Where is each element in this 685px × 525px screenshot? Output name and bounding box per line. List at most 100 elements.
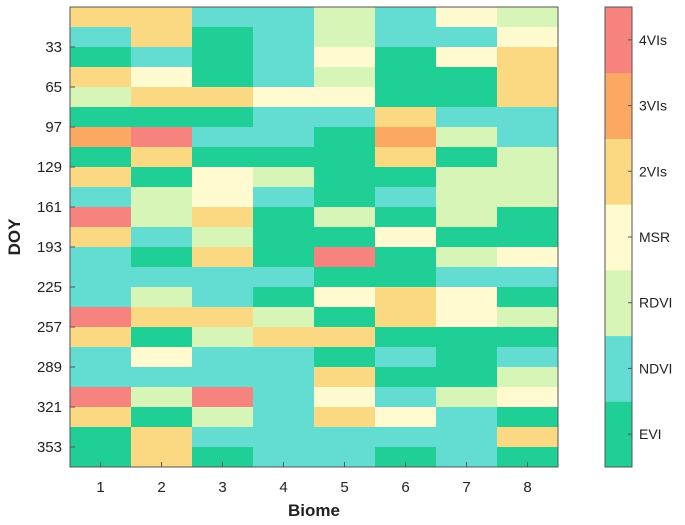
heatmap-cell [314, 207, 376, 228]
heatmap-cell [131, 287, 193, 308]
heatmap-cell [192, 187, 254, 208]
heatmap-cell [497, 127, 559, 148]
heatmap-cell [497, 387, 559, 408]
heatmap-cell [192, 147, 254, 168]
heatmap-cell [192, 367, 254, 388]
heatmap-cell [131, 427, 193, 448]
heatmap-cell [70, 247, 132, 268]
heatmap-cell [375, 27, 437, 48]
heatmap-cell [70, 47, 132, 68]
heatmap-cell [436, 207, 498, 228]
heatmap-cell [253, 447, 315, 468]
y-tick-label: 161 [37, 199, 62, 216]
heatmap-cell [436, 227, 498, 248]
heatmap-cell [375, 147, 437, 168]
heatmap-cell [436, 347, 498, 368]
y-tick-label: 225 [37, 279, 62, 296]
colorbar-swatch [605, 335, 632, 402]
y-ticks: 33 65 97 129 161 193 225 257 289 321 353 [37, 39, 75, 456]
heatmap-cell [70, 187, 132, 208]
heatmap-cell [253, 147, 315, 168]
colorbar-label: NDVI [639, 360, 672, 376]
heatmap-cell [375, 427, 437, 448]
heatmap-cell [192, 407, 254, 428]
heatmap-cell [253, 247, 315, 268]
y-tick-label: 65 [45, 79, 62, 96]
y-tick-label: 257 [37, 319, 62, 336]
heatmap-cell [192, 427, 254, 448]
heatmap-cell [70, 67, 132, 88]
heatmap-cell [436, 407, 498, 428]
heatmap-cell [192, 27, 254, 48]
heatmap-cell [375, 267, 437, 288]
y-tick-label: 193 [37, 239, 62, 256]
heatmap-cell [70, 167, 132, 188]
heatmap-cell [497, 347, 559, 368]
heatmap-cell [497, 287, 559, 308]
heatmap-cell [497, 7, 559, 28]
heatmap-cell [70, 147, 132, 168]
heatmap-cell [314, 447, 376, 468]
heatmap-cell [192, 87, 254, 108]
heatmap-cell [131, 447, 193, 468]
heatmap-cell [70, 7, 132, 28]
heatmap-cell [70, 87, 132, 108]
heatmap-cell [497, 267, 559, 288]
heatmap-cell [192, 227, 254, 248]
heatmap-cell [253, 87, 315, 108]
y-tick-label: 129 [37, 159, 62, 176]
heatmap-cell [253, 307, 315, 328]
heatmap-cell [314, 427, 376, 448]
heatmap-cell [497, 207, 559, 228]
y-tick-label: 353 [37, 439, 62, 456]
heatmap-cell [375, 127, 437, 148]
heatmap-cell [131, 247, 193, 268]
heatmap-cell [497, 67, 559, 88]
heatmap-cell [253, 387, 315, 408]
heatmap-cell [253, 347, 315, 368]
colorbar-swatch [605, 401, 632, 468]
heatmap-cell [131, 7, 193, 28]
heatmap-cell [375, 307, 437, 328]
heatmap-cell [131, 67, 193, 88]
heatmap-cells [70, 7, 559, 468]
heatmap-cell [314, 107, 376, 128]
heatmap-cell [253, 127, 315, 148]
heatmap-cell [70, 207, 132, 228]
heatmap-cell [436, 267, 498, 288]
heatmap-cell [253, 207, 315, 228]
heatmap-cell [253, 287, 315, 308]
colorbar-swatch [605, 204, 632, 271]
x-tick-label: 6 [401, 479, 409, 496]
heatmap-cell [314, 167, 376, 188]
heatmap-cell [131, 307, 193, 328]
heatmap-cell [70, 287, 132, 308]
heatmap-cell [497, 367, 559, 388]
heatmap-cell [253, 7, 315, 28]
heatmap-cell [131, 267, 193, 288]
heatmap-cell [497, 187, 559, 208]
colorbar-swatch [605, 269, 632, 337]
heatmap-cell [497, 327, 559, 348]
heatmap-cell [131, 327, 193, 348]
heatmap-cell [192, 7, 254, 28]
heatmap-cell [314, 27, 376, 48]
heatmap-cell [436, 7, 498, 28]
heatmap-cell [314, 7, 376, 28]
heatmap-cell [375, 187, 437, 208]
heatmap-cell [497, 27, 559, 48]
heatmap-cell [497, 427, 559, 448]
heatmap-cell [375, 407, 437, 428]
heatmap-cell [375, 247, 437, 268]
heatmap-cell [253, 327, 315, 348]
heatmap-cell [375, 67, 437, 88]
y-tick-label: 33 [45, 39, 62, 56]
x-tick-label: 8 [523, 479, 531, 496]
colorbar-label: 4VIs [639, 32, 667, 48]
heatmap-cell [131, 407, 193, 428]
heatmap-cell [192, 127, 254, 148]
heatmap-cell [436, 247, 498, 268]
heatmap-cell [192, 387, 254, 408]
heatmap-cell [253, 267, 315, 288]
